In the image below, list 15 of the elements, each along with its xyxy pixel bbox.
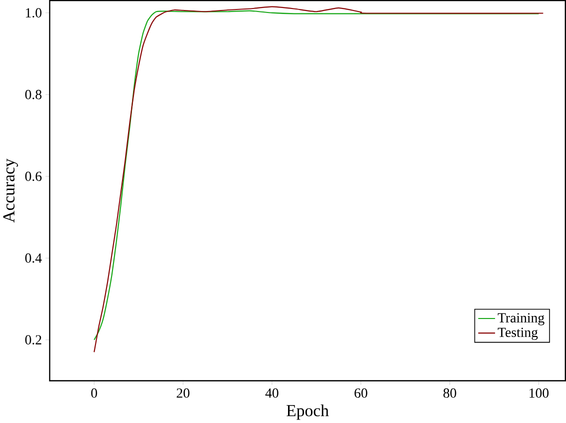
x-tick-label: 40 <box>265 388 278 398</box>
x-axis-title: Epoch <box>286 404 329 420</box>
x-tick-label: 100 <box>530 388 549 398</box>
legend-label: Testing <box>498 328 538 340</box>
x-tick-label: 20 <box>176 388 190 398</box>
y-tick-label: 0.8 <box>25 90 42 100</box>
x-tick-label: 0 <box>91 388 98 398</box>
y-tick-label: 0.4 <box>25 253 42 263</box>
legend-label: Training <box>498 313 544 326</box>
x-tick-label: 60 <box>354 388 368 398</box>
y-tick-label: 0.2 <box>25 335 42 345</box>
y-tick-label: 1.0 <box>26 8 42 18</box>
x-tick-label: 80 <box>443 388 456 398</box>
y-axis-title: Accuracy <box>3 158 18 223</box>
y-tick-label: 0.6 <box>25 172 42 182</box>
